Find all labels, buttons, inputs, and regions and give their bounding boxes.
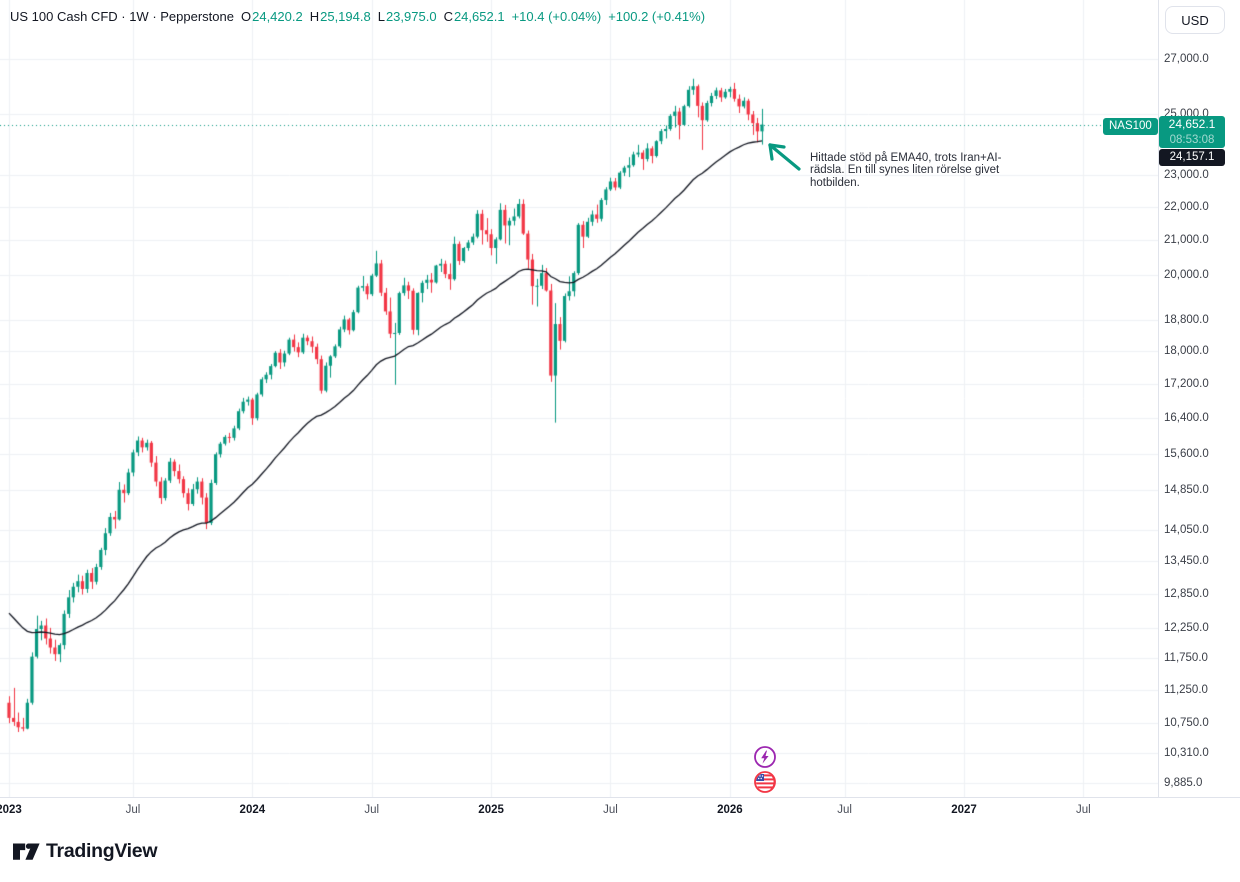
ohlc-high: H 25,194.8 [309, 9, 371, 24]
time-tick-label: 2023 [0, 804, 22, 816]
price-tick-label: 16,400.0 [1164, 412, 1209, 425]
flash-event-icon[interactable] [753, 745, 777, 769]
price-tick-label: 15,600.0 [1164, 448, 1209, 461]
candlestick-chart-canvas[interactable] [0, 0, 1158, 797]
last-price-badge: 24,652.1 08:53:08 [1159, 116, 1225, 148]
price-tick-label: 12,250.0 [1164, 622, 1209, 635]
time-tick-label: Jul [125, 804, 141, 816]
price-tick-label: 22,000.0 [1164, 200, 1209, 213]
price-tick-label: 12,850.0 [1164, 587, 1209, 600]
change-points: +10.4 (+0.04%) [511, 9, 602, 24]
ohlc-low: L 23,975.0 [377, 9, 437, 24]
ohlc-open: O 24,420.2 [240, 9, 303, 24]
price-tick-label: 17,200.0 [1164, 377, 1209, 390]
time-axis-separator [0, 797, 1240, 798]
price-axis-separator [1158, 0, 1159, 797]
symbol-price-label: NAS100 [1103, 118, 1158, 135]
time-tick-label: Jul [364, 804, 380, 816]
change-percent: +100.2 (+0.41%) [608, 9, 706, 24]
price-tick-label: 9,885.0 [1164, 777, 1203, 789]
time-tick-label: Jul [603, 804, 618, 816]
time-tick-label: Jul [837, 804, 852, 816]
symbol-title: US 100 Cash CFD · 1W · Pepperstone [10, 9, 234, 24]
currency-unit-button[interactable]: USD [1165, 6, 1225, 34]
price-tick-label: 21,000.0 [1164, 234, 1209, 247]
time-tick-label: 2026 [717, 804, 743, 816]
us-flag-event-icon[interactable] [753, 770, 777, 794]
tradingview-logo-text: TradingView [46, 840, 158, 862]
price-tick-label: 23,000.0 [1164, 168, 1209, 181]
ohlc-close: C 24,652.1 [443, 9, 505, 24]
price-tick-label: 14,850.0 [1164, 483, 1209, 496]
price-tick-label: 11,250.0 [1164, 683, 1208, 696]
annotation-text[interactable]: Hittade stöd på EMA40, trots Iran+AI-räd… [810, 152, 1002, 189]
price-tick-label: 27,000.0 [1164, 53, 1209, 65]
annotation-arrow[interactable] [755, 134, 815, 184]
price-tick-label: 11,750.0 [1164, 652, 1208, 665]
price-tick-label: 14,050.0 [1164, 523, 1209, 536]
price-tick-label: 18,800.0 [1164, 313, 1209, 326]
price-tick-label: 20,000.0 [1164, 269, 1209, 282]
bar-close-countdown: 08:53:08 [1169, 134, 1215, 146]
last-price-value: 24,652.1 [1168, 117, 1216, 131]
price-tick-label: 10,750.0 [1164, 716, 1209, 729]
time-tick-label: 2027 [951, 804, 977, 816]
time-tick-label: Jul [1076, 804, 1091, 816]
time-tick-label: 2025 [478, 804, 504, 816]
ema-price-badge: 24,157.1 [1159, 149, 1225, 166]
tradingview-logo-icon [13, 843, 40, 860]
price-tick-label: 10,310.0 [1164, 746, 1209, 759]
symbol-legend[interactable]: US 100 Cash CFD · 1W · Pepperstone O 24,4… [10, 9, 705, 24]
price-tick-label: 18,000.0 [1164, 345, 1209, 358]
tradingview-logo[interactable]: TradingView [13, 840, 158, 863]
time-tick-label: 2024 [239, 804, 266, 816]
price-tick-label: 13,450.0 [1164, 555, 1209, 568]
